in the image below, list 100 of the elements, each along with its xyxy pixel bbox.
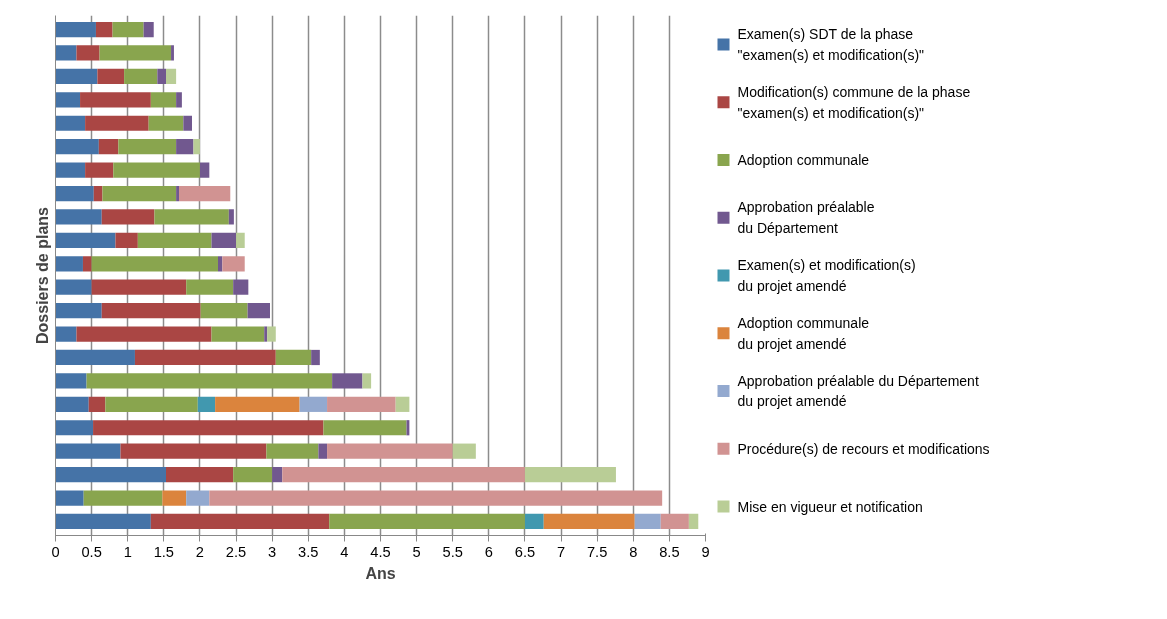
x-tick-label: 3.5 — [298, 543, 319, 560]
x-tick-label: 0 — [51, 543, 60, 560]
bar — [211, 232, 237, 248]
bar — [200, 303, 248, 319]
legend-label: Adoption communale — [737, 151, 870, 168]
bar — [88, 396, 106, 412]
bar — [524, 466, 616, 483]
bar — [55, 279, 92, 295]
x-tick-label: 5.5 — [442, 543, 463, 560]
x-tick-label: 0.5 — [81, 543, 102, 560]
legend-label: Approbation préalable du Département du projet amendé — [737, 372, 979, 410]
x-tick-label: 5 — [412, 543, 421, 560]
x-tick-label: 9 — [701, 543, 710, 560]
bar — [82, 256, 92, 272]
bar — [272, 466, 283, 483]
bar — [55, 303, 102, 319]
bar — [93, 185, 103, 202]
bar — [162, 490, 187, 506]
x-axis-title: Ans — [365, 564, 396, 582]
bar — [85, 162, 114, 178]
bar — [543, 513, 635, 530]
bar — [660, 513, 689, 530]
bar — [137, 232, 212, 248]
bar — [186, 279, 234, 295]
bar — [118, 139, 177, 155]
bar — [55, 162, 86, 178]
bar — [183, 115, 192, 131]
bar — [275, 349, 312, 366]
bar — [282, 466, 525, 483]
bar — [395, 396, 410, 412]
bar — [115, 232, 138, 248]
bar — [150, 92, 177, 108]
bar — [55, 185, 94, 202]
bar — [222, 256, 245, 272]
bar — [218, 256, 223, 272]
bar — [86, 373, 333, 389]
legend-label: Procédure(s) de recours et modifications — [737, 440, 990, 457]
bar — [264, 326, 268, 342]
bar — [91, 256, 218, 272]
x-tick-label: 6 — [484, 543, 493, 560]
bar — [112, 21, 144, 38]
y-axis-title: Dossiers de plans — [33, 206, 51, 344]
bar — [211, 326, 265, 342]
bar — [55, 209, 102, 225]
bar — [85, 115, 149, 131]
legend-label: Adoption communale du projet amendé — [737, 314, 870, 352]
bar — [176, 139, 194, 155]
bar — [233, 466, 273, 483]
bar — [323, 420, 407, 436]
x-tick-label: 4 — [340, 543, 349, 560]
bar — [97, 68, 125, 85]
bar — [247, 303, 270, 319]
x-tick-label: 7 — [556, 543, 566, 560]
bar — [80, 92, 151, 108]
bar — [176, 92, 182, 108]
bar — [93, 420, 324, 436]
bar — [327, 396, 396, 412]
bar — [55, 256, 83, 272]
bar — [236, 232, 245, 248]
bar — [55, 21, 96, 38]
bar — [76, 326, 212, 342]
bar — [102, 185, 177, 202]
bar — [134, 349, 276, 366]
bar — [228, 209, 234, 225]
bar — [318, 443, 328, 459]
bar — [327, 443, 453, 459]
bar — [266, 443, 319, 459]
bar — [233, 279, 249, 295]
bar — [176, 185, 179, 202]
bar — [55, 92, 81, 108]
bar — [150, 513, 330, 530]
bar — [452, 443, 476, 459]
bar — [299, 396, 328, 412]
legend-label: Modification(s) commune de la phase "examen(s) et modification(s)" — [737, 83, 971, 121]
x-tick-label: 8.5 — [659, 543, 680, 560]
bar — [99, 45, 172, 61]
bar — [55, 373, 87, 389]
bar — [55, 45, 77, 61]
bar — [154, 209, 229, 225]
bar — [124, 68, 158, 85]
bar — [197, 396, 216, 412]
bar — [55, 466, 166, 483]
bar — [113, 162, 200, 178]
bar — [171, 45, 174, 61]
bar — [95, 21, 113, 38]
bar — [148, 115, 184, 131]
bar — [311, 349, 320, 366]
bar — [166, 466, 234, 483]
bar — [76, 45, 100, 61]
x-tick-label: 4.5 — [370, 543, 391, 560]
bar — [55, 68, 98, 85]
bar — [332, 373, 363, 389]
bar — [186, 490, 210, 506]
x-tick-label: 1.5 — [153, 543, 175, 560]
bar — [199, 162, 210, 178]
bar — [267, 326, 276, 342]
bar — [209, 490, 663, 506]
bar — [101, 209, 155, 225]
bar — [193, 139, 200, 155]
bar — [166, 68, 177, 85]
